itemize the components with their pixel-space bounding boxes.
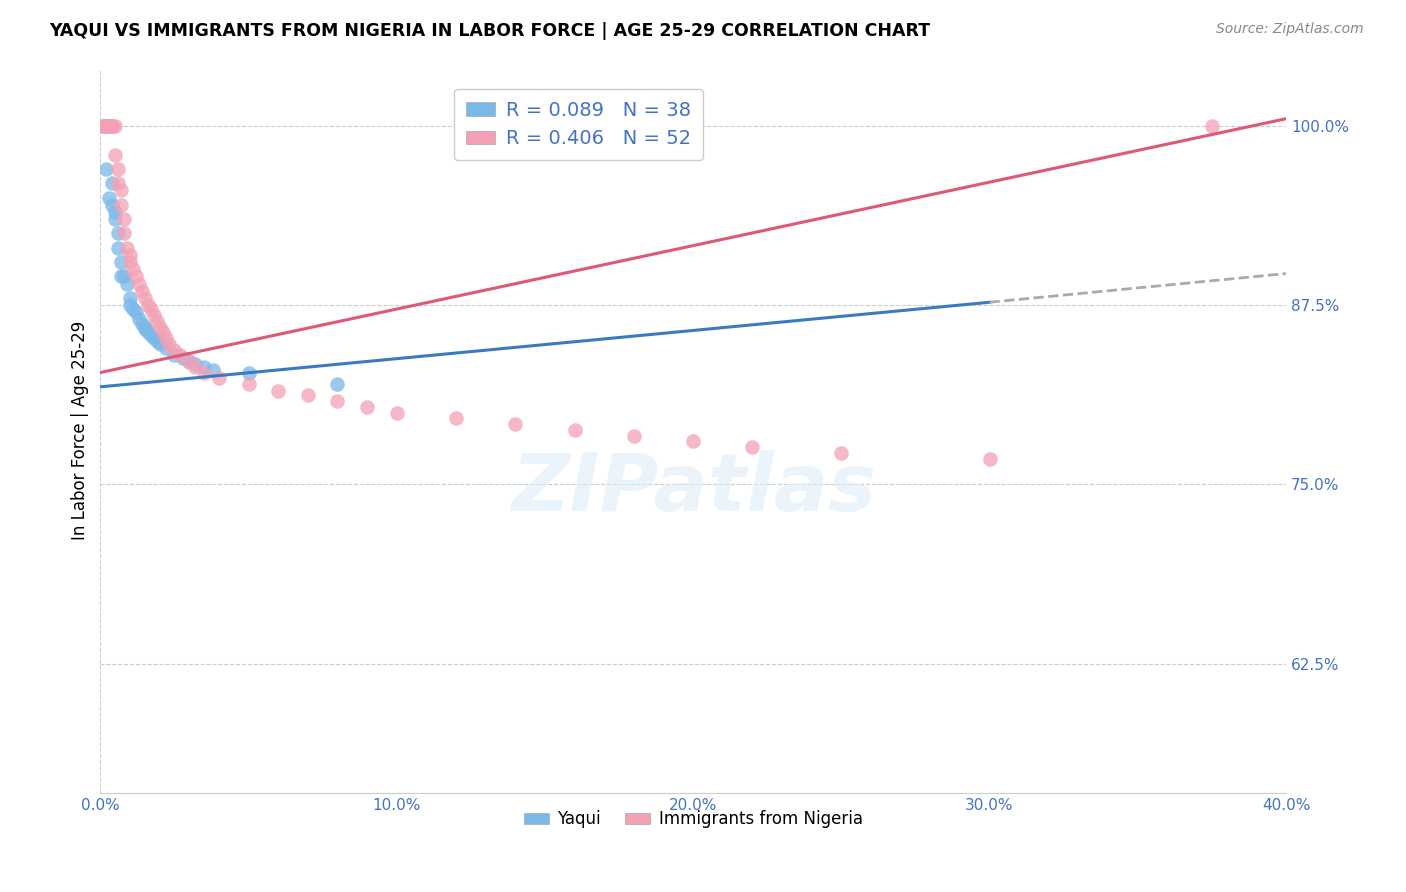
Point: [297, 388, 319, 402]
Point: [98, 190, 121, 204]
Point: [163, 348, 186, 362]
Point: [131, 317, 153, 331]
Point: [96, 119, 118, 133]
Point: [91, 119, 114, 133]
Point: [134, 291, 156, 305]
Point: [830, 446, 852, 460]
Point: [145, 314, 167, 328]
Point: [118, 291, 141, 305]
Point: [179, 354, 201, 368]
Point: [155, 341, 177, 355]
Point: [104, 212, 127, 227]
Point: [112, 269, 135, 284]
Point: [979, 451, 1001, 466]
Point: [101, 119, 124, 133]
Point: [145, 334, 167, 348]
Point: [152, 326, 174, 340]
Point: [107, 161, 129, 176]
Point: [623, 428, 645, 442]
Point: [101, 176, 124, 190]
Point: [136, 326, 159, 340]
Point: [169, 348, 191, 362]
Point: [741, 440, 763, 454]
Point: [682, 434, 704, 449]
Point: [356, 400, 378, 414]
Point: [267, 384, 290, 399]
Point: [444, 411, 467, 425]
Point: [96, 119, 118, 133]
Point: [326, 376, 349, 391]
Point: [134, 322, 156, 336]
Point: [96, 161, 118, 176]
Point: [139, 302, 162, 317]
Point: [101, 198, 124, 212]
Point: [564, 423, 586, 437]
Point: [193, 359, 215, 374]
Point: [118, 298, 141, 312]
Point: [112, 212, 135, 227]
Point: [157, 336, 180, 351]
Point: [139, 328, 162, 343]
Point: [91, 119, 114, 133]
Point: [122, 262, 145, 277]
Point: [238, 376, 260, 391]
Point: [107, 227, 129, 241]
Point: [115, 277, 138, 291]
Point: [110, 198, 132, 212]
Y-axis label: In Labor Force | Age 25-29: In Labor Force | Age 25-29: [72, 321, 89, 541]
Point: [125, 269, 148, 284]
Point: [142, 331, 165, 345]
Point: [96, 119, 118, 133]
Point: [110, 183, 132, 197]
Point: [107, 176, 129, 190]
Point: [179, 355, 201, 369]
Point: [128, 277, 150, 291]
Point: [104, 147, 127, 161]
Point: [104, 205, 127, 219]
Point: [110, 255, 132, 269]
Legend: Yaqui, Immigrants from Nigeria: Yaqui, Immigrants from Nigeria: [517, 804, 869, 835]
Text: Source: ZipAtlas.com: Source: ZipAtlas.com: [1216, 22, 1364, 37]
Point: [155, 331, 177, 345]
Text: YAQUI VS IMMIGRANTS FROM NIGERIA IN LABOR FORCE | AGE 25-29 CORRELATION CHART: YAQUI VS IMMIGRANTS FROM NIGERIA IN LABO…: [49, 22, 931, 40]
Point: [98, 119, 121, 133]
Point: [131, 284, 153, 298]
Point: [101, 119, 124, 133]
Point: [98, 119, 121, 133]
Point: [136, 298, 159, 312]
Point: [326, 394, 349, 409]
Point: [101, 119, 124, 133]
Point: [505, 417, 527, 431]
Point: [184, 359, 207, 374]
Point: [238, 366, 260, 380]
Point: [201, 362, 224, 376]
Point: [142, 308, 165, 322]
Point: [118, 255, 141, 269]
Point: [134, 319, 156, 334]
Point: [149, 336, 172, 351]
Point: [118, 248, 141, 262]
Point: [110, 269, 132, 284]
Point: [163, 343, 186, 357]
Point: [112, 227, 135, 241]
Point: [115, 241, 138, 255]
Point: [208, 371, 231, 385]
Point: [172, 351, 194, 366]
Text: ZIPatlas: ZIPatlas: [510, 450, 876, 527]
Point: [107, 241, 129, 255]
Point: [128, 312, 150, 326]
Point: [122, 302, 145, 317]
Point: [104, 119, 127, 133]
Point: [98, 119, 121, 133]
Point: [193, 366, 215, 380]
Point: [149, 319, 172, 334]
Point: [184, 357, 207, 371]
Point: [385, 406, 408, 420]
Point: [125, 305, 148, 319]
Point: [1201, 119, 1223, 133]
